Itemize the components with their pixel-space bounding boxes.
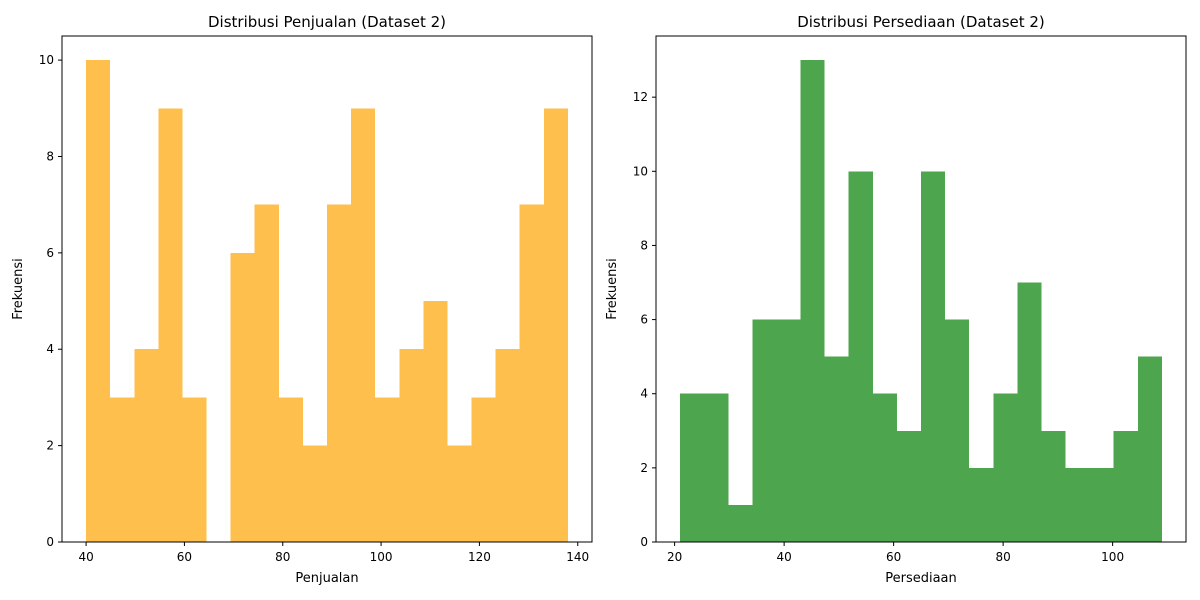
y-tick-label: 0: [46, 535, 54, 549]
histogram-bar: [848, 171, 873, 543]
histogram-bar: [302, 445, 327, 542]
histogram-bar: [752, 319, 777, 542]
histogram-bar: [872, 393, 897, 542]
x-axis-label: Persediaan: [885, 571, 957, 586]
axes-frame: [61, 35, 593, 543]
histogram-bar: [495, 349, 520, 542]
y-tick-label: 4: [640, 387, 648, 401]
y-tick-label: 2: [46, 439, 54, 453]
histogram-bar: [110, 397, 135, 542]
histogram-bar: [86, 60, 111, 542]
histogram-bar: [158, 108, 183, 543]
histogram-bar: [1017, 282, 1042, 542]
x-tick-label: 40: [78, 550, 93, 564]
histogram-bar: [254, 204, 279, 542]
histogram-bar: [399, 349, 424, 542]
x-tick-label: 80: [995, 550, 1010, 564]
y-tick-label: 12: [633, 90, 648, 104]
x-tick-label: 120: [468, 550, 491, 564]
histogram-bar: [921, 171, 946, 543]
y-tick-label: 10: [633, 164, 648, 178]
y-tick-label: 6: [46, 246, 54, 260]
histogram-bar: [680, 393, 705, 542]
histogram-bar: [543, 108, 568, 543]
chart-title: Distribusi Persediaan (Dataset 2): [797, 13, 1045, 31]
histogram-bar: [945, 319, 970, 542]
y-tick-label: 8: [640, 238, 648, 252]
x-tick-label: 20: [667, 550, 682, 564]
histogram-bar: [519, 204, 544, 542]
histogram-bar: [1089, 467, 1114, 542]
histogram-bar: [1113, 430, 1138, 542]
histogram-bar: [728, 504, 753, 542]
histogram-bar: [824, 356, 849, 542]
histogram-bar: [423, 301, 448, 542]
x-tick-label: 100: [370, 550, 393, 564]
histogram-bar: [1137, 356, 1162, 542]
x-axis-label: Penjualan: [295, 571, 358, 586]
y-tick-label: 8: [46, 149, 54, 163]
histogram-bar: [278, 397, 303, 542]
histogram-persediaan: 20 40 60 80 100 0 2 4 6 8 10 12 Distribusi Persediaa…: [605, 13, 1187, 586]
histogram-bar: [182, 397, 207, 542]
histogram-bar: [351, 108, 376, 543]
x-tick-label: 140: [566, 550, 589, 564]
y-axis-label: Frekuensi: [11, 258, 26, 320]
y-axis-label: Frekuensi: [605, 258, 620, 320]
histogram-penjualan: 40 60 80 100 120 140 0 2 4 6 8 10 Distribusi Penjual…: [11, 13, 593, 586]
x-tick-label: 100: [1101, 550, 1124, 564]
y-tick-label: 4: [46, 342, 54, 356]
histogram-bar: [134, 349, 159, 542]
histogram-bar: [969, 467, 994, 542]
histogram-bar: [1065, 467, 1090, 542]
histogram-bar: [993, 393, 1018, 542]
y-tick-label: 2: [640, 461, 648, 475]
x-tick-label: 40: [776, 550, 791, 564]
histogram-bar: [230, 252, 255, 542]
histogram-bar: [800, 60, 825, 542]
histogram-bar: [704, 393, 729, 542]
x-tick-label: 60: [886, 550, 901, 564]
histogram-bar: [327, 204, 352, 542]
histogram-bar: [896, 430, 921, 542]
y-tick-label: 0: [640, 535, 648, 549]
histogram-bar: [776, 319, 801, 542]
histogram-bar: [447, 445, 472, 542]
histogram-bar: [1041, 430, 1066, 542]
chart-title: Distribusi Penjualan (Dataset 2): [208, 13, 446, 31]
x-tick-label: 80: [275, 550, 290, 564]
y-tick-label: 6: [640, 313, 648, 327]
histogram-bar: [471, 397, 496, 542]
x-tick-label: 60: [177, 550, 192, 564]
histogram-bar: [375, 397, 400, 542]
y-tick-label: 10: [39, 53, 54, 67]
axes-frame: [655, 35, 1187, 543]
